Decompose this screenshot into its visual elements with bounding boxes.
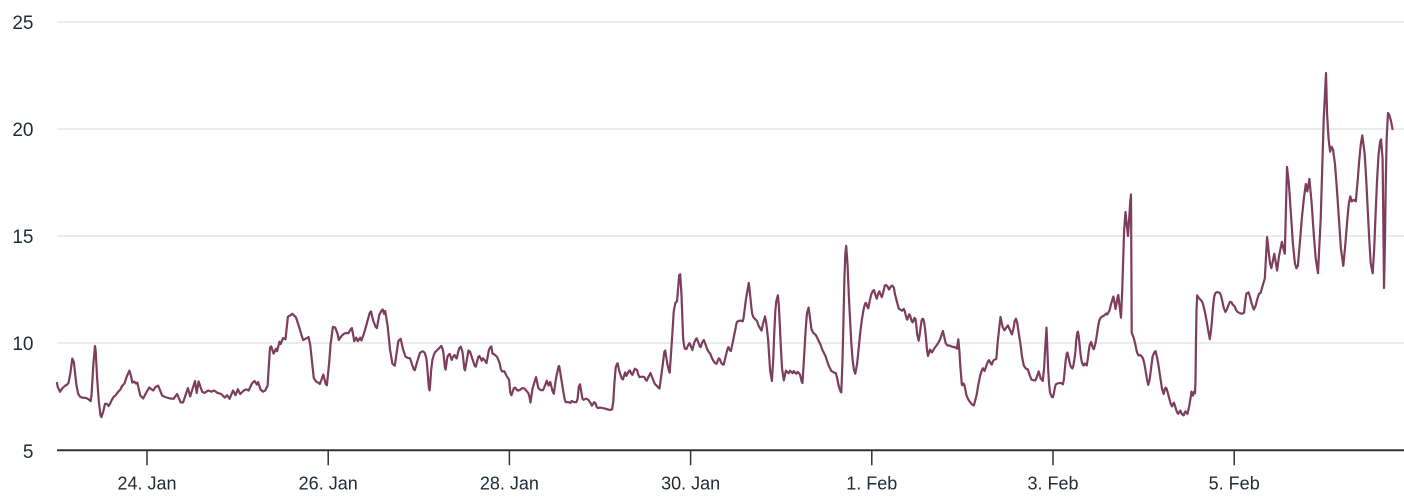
svg-text:1. Feb: 1. Feb	[846, 474, 897, 494]
svg-text:20: 20	[12, 120, 33, 141]
svg-text:5: 5	[23, 442, 34, 463]
svg-text:30. Jan: 30. Jan	[661, 474, 720, 494]
svg-text:3. Feb: 3. Feb	[1027, 474, 1078, 494]
svg-text:28. Jan: 28. Jan	[480, 474, 539, 494]
svg-text:15: 15	[12, 227, 33, 248]
svg-text:10: 10	[12, 334, 33, 355]
svg-text:5. Feb: 5. Feb	[1209, 474, 1260, 494]
svg-text:25: 25	[12, 13, 33, 34]
svg-text:24. Jan: 24. Jan	[117, 474, 176, 494]
svg-text:26. Jan: 26. Jan	[299, 474, 358, 494]
